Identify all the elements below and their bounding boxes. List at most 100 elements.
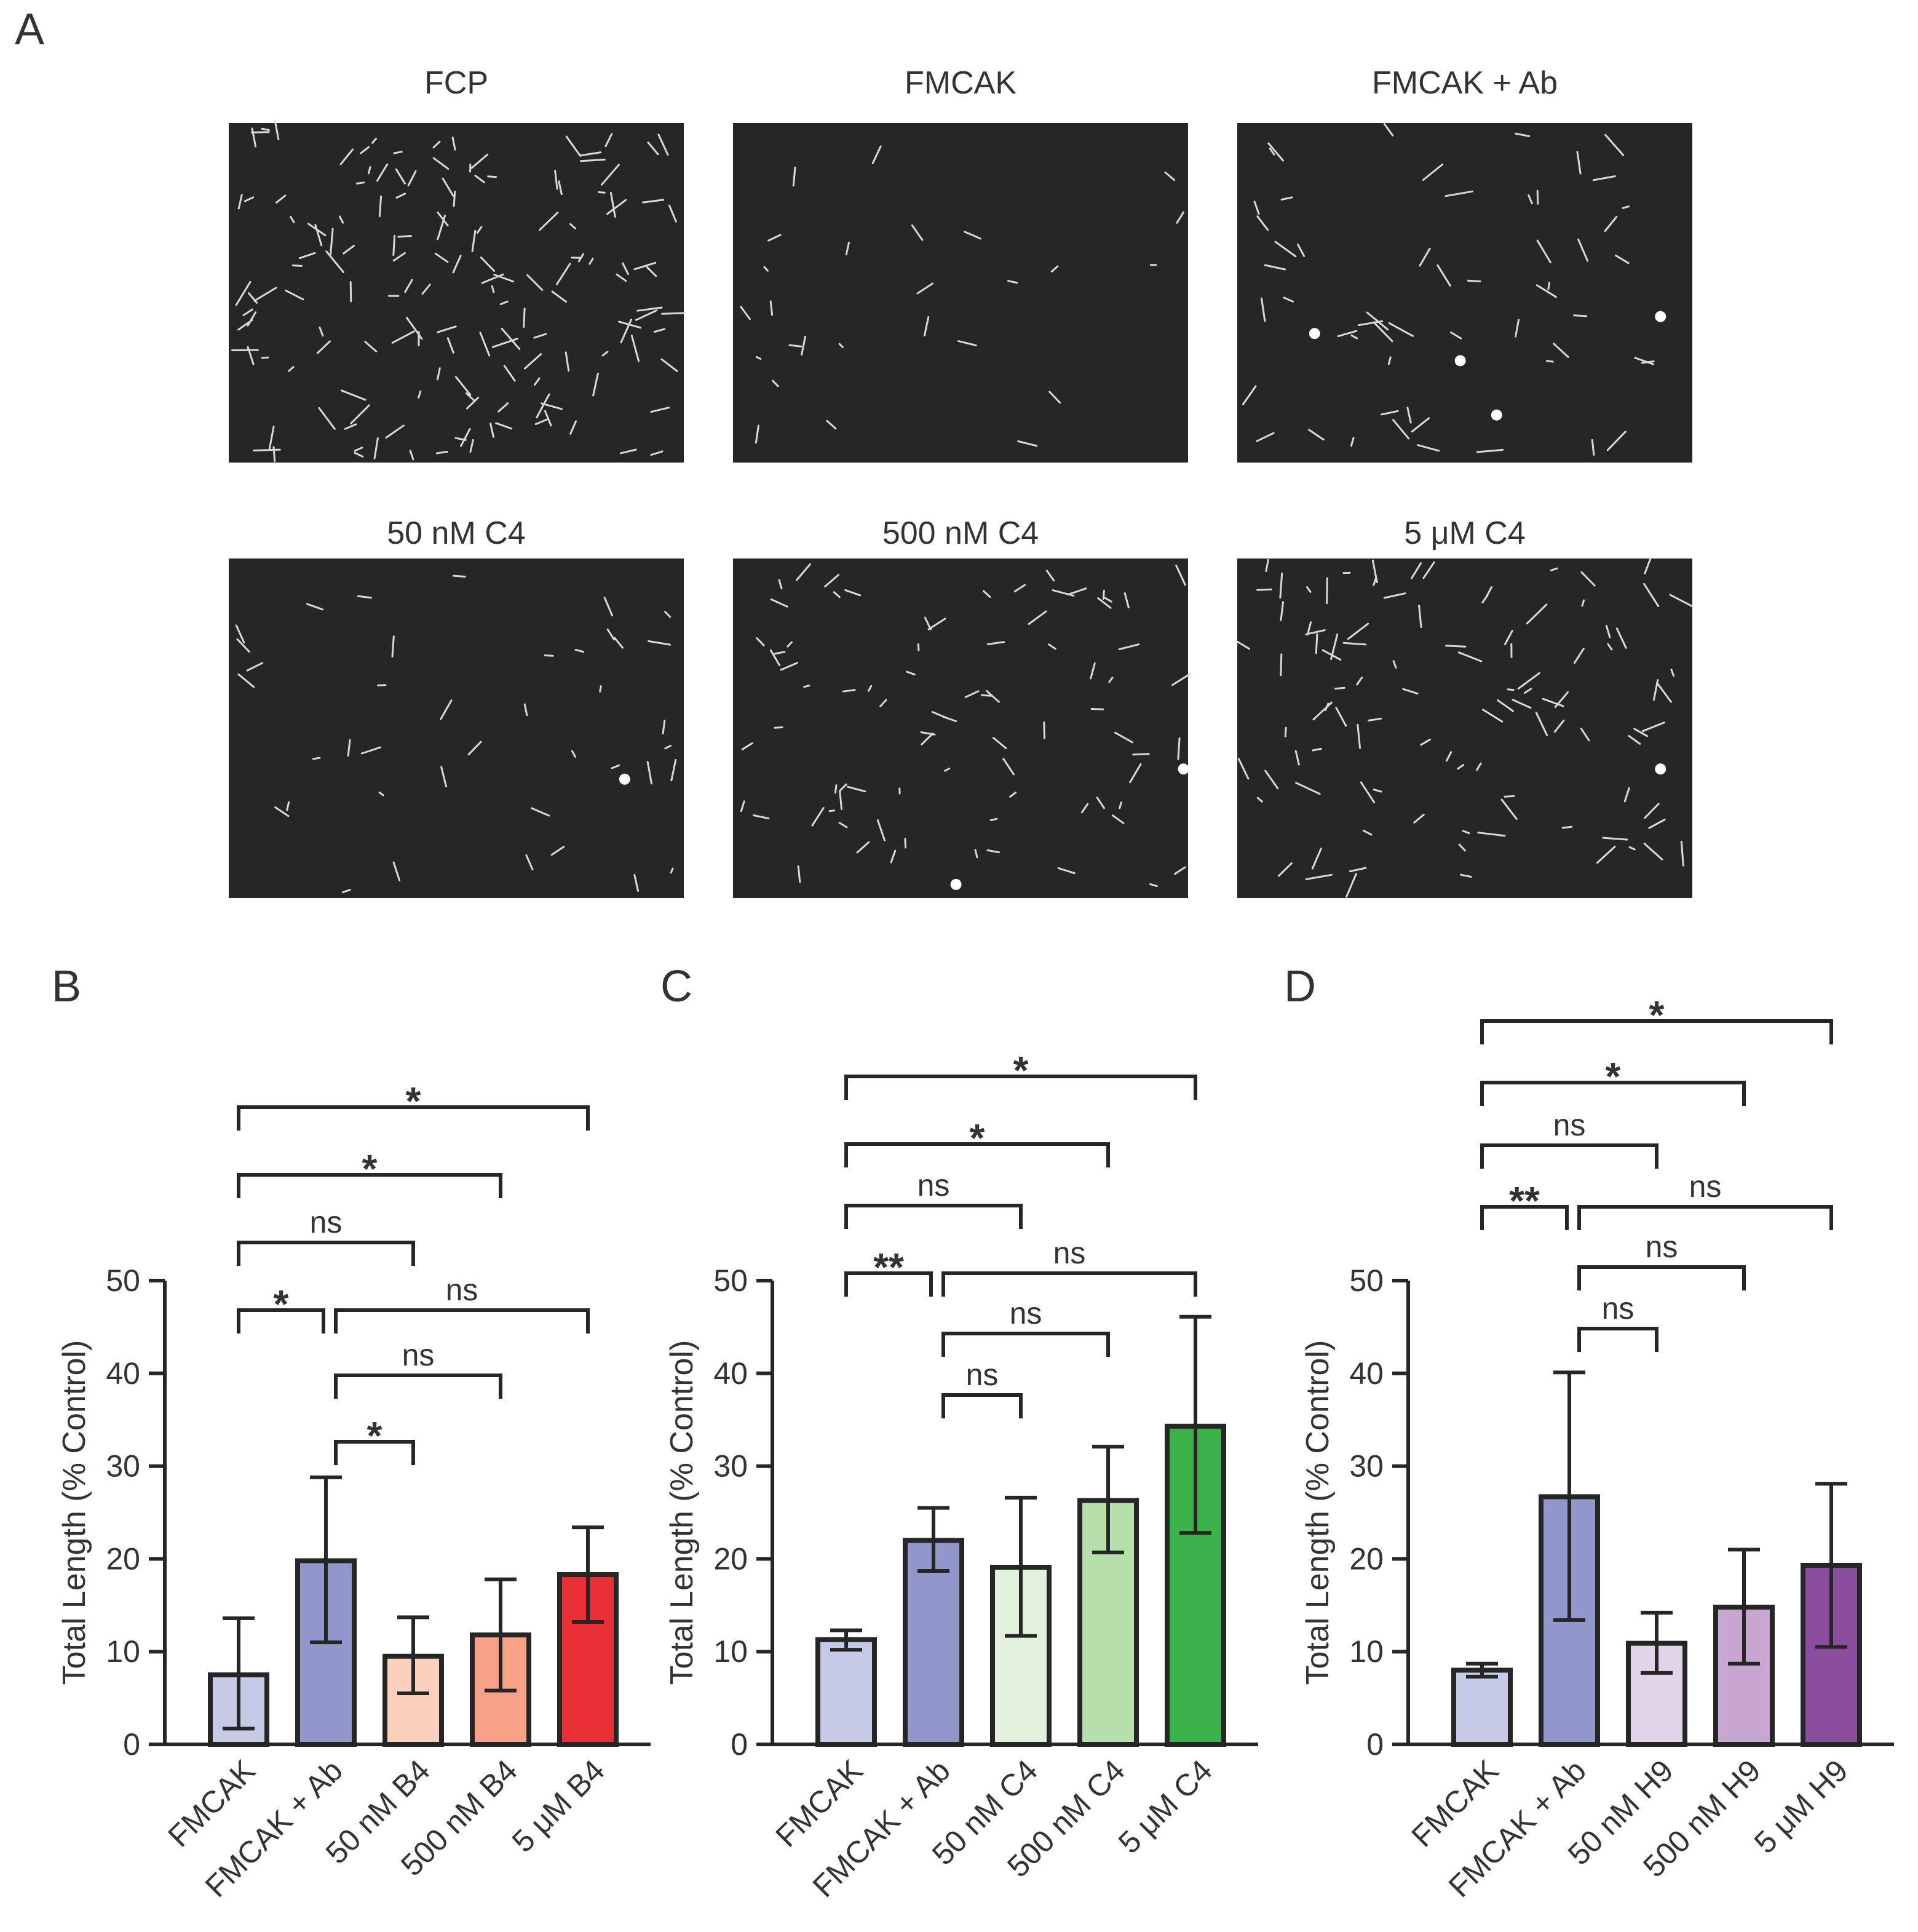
- panel-label-a: A: [15, 5, 44, 54]
- micrograph-background: [1237, 123, 1692, 463]
- significance-label: *: [406, 1079, 421, 1123]
- y-tick-label: 30: [1349, 1449, 1384, 1484]
- y-tick-label: 0: [1366, 1727, 1384, 1762]
- significance-bracket: ns: [237, 1205, 415, 1266]
- micrograph-4: 50 nM C4: [229, 515, 684, 898]
- significance-label: **: [1509, 1179, 1540, 1223]
- significance-label: ns: [917, 1168, 950, 1203]
- x-category-label: 5 μM H9: [1748, 1753, 1855, 1860]
- y-axis-label: Total Length (% Control): [664, 1340, 700, 1685]
- bright-aggregate: [1178, 763, 1189, 775]
- y-tick-label: 0: [123, 1727, 140, 1762]
- y-tick-label: 50: [713, 1263, 748, 1298]
- y-tick-label: 0: [731, 1727, 748, 1762]
- error-bar: [1179, 1314, 1211, 1535]
- panel-label: D: [1284, 962, 1316, 1011]
- significance-bracket: **: [1480, 1179, 1569, 1230]
- micrograph-1: FCP: [229, 65, 686, 463]
- bar: [903, 1538, 964, 1747]
- significance-label: ns: [1553, 1108, 1586, 1142]
- significance-bracket: ns: [1577, 1169, 1833, 1230]
- error-bar: [397, 1615, 429, 1696]
- micrograph-grid: FCP FMCAK FMCAK + Ab 50 nM C4 500 nM C4 5 μM …: [229, 65, 1694, 898]
- significance-bracket: *: [844, 1048, 1197, 1100]
- micrograph-3: FMCAK + Ab: [1237, 65, 1692, 463]
- x-category-label: 5 μM B4: [505, 1753, 611, 1859]
- significance-label: ns: [1602, 1291, 1635, 1326]
- micrograph-background: [229, 559, 684, 898]
- micrograph-background: [733, 123, 1188, 463]
- significance-bracket: *: [1480, 993, 1833, 1044]
- significance-bracket: ns: [1480, 1108, 1658, 1169]
- significance-bracket: ns: [941, 1236, 1197, 1297]
- x-category-label: 5 μM C4: [1112, 1753, 1219, 1860]
- error-bar: [1728, 1548, 1760, 1666]
- error-bar: [1641, 1610, 1673, 1675]
- micrograph-title: FCP: [424, 65, 488, 101]
- micrograph-title: 50 nM C4: [387, 515, 525, 551]
- y-tick-label: 10: [1349, 1634, 1384, 1669]
- error-bar: [310, 1475, 342, 1645]
- error-bar: [830, 1628, 862, 1652]
- significance-bracket: ns: [1577, 1230, 1746, 1290]
- bright-aggregate: [1454, 355, 1466, 367]
- y-axis-label: Total Length (% Control): [1300, 1340, 1336, 1685]
- significance-label: *: [1013, 1048, 1029, 1092]
- y-tick-label: 20: [1349, 1541, 1384, 1576]
- error-bar: [1553, 1370, 1585, 1622]
- micrograph-title: 5 μM C4: [1404, 515, 1526, 551]
- error-bar: [485, 1577, 517, 1693]
- bright-aggregate: [1655, 311, 1666, 322]
- significance-label: **: [873, 1245, 904, 1289]
- significance-label: *: [1649, 993, 1665, 1037]
- microtubule-streaks: [1242, 123, 1655, 456]
- significance-bracket: *: [844, 1116, 1110, 1167]
- y-tick-label: 10: [106, 1634, 140, 1669]
- significance-label: ns: [1689, 1169, 1722, 1204]
- micrograph-title: 500 nM C4: [882, 515, 1039, 551]
- bright-aggregate: [1491, 409, 1502, 421]
- significance-label: *: [367, 1413, 382, 1458]
- microtubule-streaks: [740, 563, 1191, 888]
- y-tick-label: 30: [106, 1449, 140, 1484]
- significance-bracket: ns: [334, 1338, 502, 1399]
- significance-bracket: *: [237, 1282, 325, 1334]
- y-tick-label: 50: [1349, 1263, 1384, 1298]
- significance-bracket: *: [237, 1079, 590, 1131]
- significance-label: ns: [966, 1358, 999, 1392]
- micrograph-background: [1237, 559, 1692, 898]
- significance-bracket: *: [237, 1147, 502, 1198]
- significance-label: *: [274, 1282, 289, 1326]
- significance-bracket: ns: [334, 1273, 590, 1334]
- significance-bracket: ns: [1577, 1291, 1658, 1352]
- micrograph-background: [229, 123, 684, 463]
- micrograph-title: FMCAK + Ab: [1372, 65, 1558, 101]
- micrograph-background: [733, 559, 1188, 898]
- bright-aggregate: [1655, 763, 1666, 775]
- y-tick-label: 20: [713, 1541, 748, 1576]
- bright-aggregate: [1309, 328, 1320, 340]
- y-tick-label: 20: [106, 1541, 140, 1576]
- microtubule-streaks: [231, 120, 686, 462]
- micrograph-6: 5 μM C4: [1237, 515, 1694, 898]
- error-bar: [223, 1616, 255, 1731]
- significance-bracket: **: [844, 1245, 933, 1297]
- y-axis-label: Total Length (% Control): [57, 1340, 92, 1685]
- bright-aggregate: [619, 773, 630, 785]
- significance-label: ns: [1646, 1230, 1678, 1264]
- significance-bracket: ns: [941, 1358, 1023, 1418]
- significance-label: *: [970, 1116, 985, 1160]
- micrograph-5: 500 nM C4: [733, 515, 1191, 898]
- bar: [1451, 1668, 1513, 1747]
- error-bar: [1466, 1661, 1498, 1679]
- significance-label: ns: [446, 1273, 478, 1307]
- microtubule-streaks: [235, 574, 677, 894]
- bright-aggregate: [950, 878, 962, 890]
- error-bar: [1815, 1482, 1847, 1649]
- significance-bracket: ns: [844, 1168, 1023, 1229]
